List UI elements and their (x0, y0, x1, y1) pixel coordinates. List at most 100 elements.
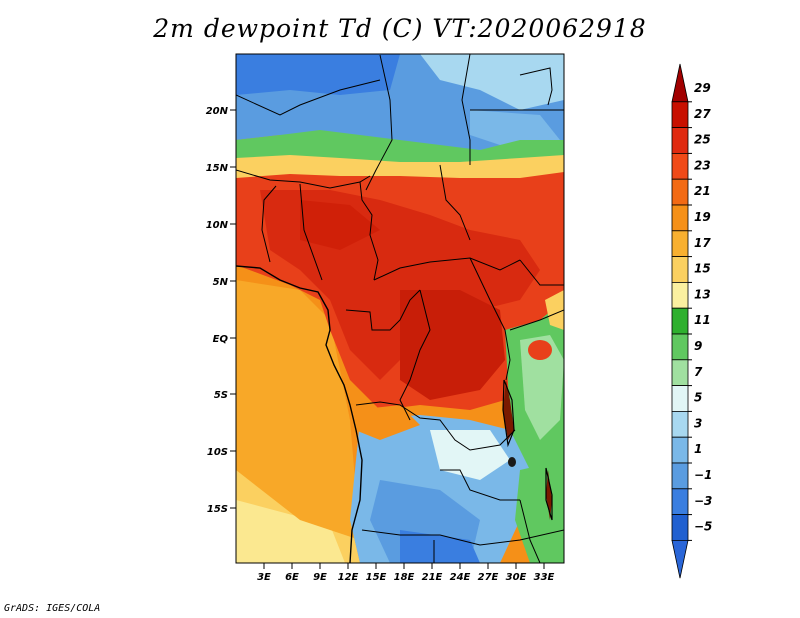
lat-label: 10N (206, 220, 229, 231)
lake-bangweulu (508, 457, 516, 467)
dewpoint-field (236, 54, 564, 563)
colorbar-label: 15 (694, 262, 711, 276)
lon-label: 3E (257, 572, 271, 583)
border-algeria-niger (236, 79, 381, 116)
colorbar-label: −3 (694, 494, 712, 508)
colorbar-swatch (671, 152, 689, 180)
lat-label: EQ (213, 334, 229, 345)
border-mozambique (519, 499, 541, 563)
colorbar-label: 13 (694, 287, 711, 301)
border-south (361, 529, 564, 546)
colorbar-label: 25 (694, 133, 711, 147)
lake-victoria (528, 340, 552, 360)
sahel-yellow (236, 155, 564, 178)
colorbar-swatch (671, 178, 689, 206)
colorbar: 29 27 25 23 21 19 17 15 13 11 9 7 5 3 1 −1 −3 −5 (671, 63, 712, 579)
border-niger-chad (365, 54, 393, 191)
colorbar-label: 9 (694, 339, 702, 353)
border-drc-east (469, 257, 511, 381)
map-frame (235, 53, 565, 564)
lat-label: 5S (214, 390, 228, 401)
coolest-ocean-band (236, 500, 345, 563)
border-chad-sudan (439, 164, 471, 241)
colorbar-label: 27 (694, 107, 711, 121)
lat-label: 5N (213, 277, 229, 288)
namibia-driest (400, 530, 480, 563)
lon-label: 18E (394, 572, 415, 583)
colorbar-label: 23 (694, 158, 711, 172)
colorbar-swatch (671, 307, 689, 335)
colorbar-label: 29 (694, 81, 711, 95)
colorbar-swatch (671, 514, 689, 541)
border-south-sudan (519, 259, 564, 286)
colorbar-label: 7 (694, 365, 703, 379)
lon-label: 24E (450, 572, 471, 583)
colorbar-swatch (671, 204, 689, 232)
colorbar-swatch (671, 488, 689, 515)
lat-label: 10S (207, 447, 228, 458)
lon-label: 6E (285, 572, 299, 583)
malawi-outline (545, 467, 553, 521)
colorbar-swatch (671, 101, 689, 129)
colorbar-swatch (671, 410, 689, 438)
borders (236, 54, 564, 563)
colorbar-label: 11 (694, 313, 711, 327)
colorbar-label: 1 (694, 442, 702, 456)
colorbar-swatch (671, 63, 689, 103)
lon-label: 33E (534, 572, 555, 583)
coastline-west (236, 265, 363, 563)
lon-axis: 3E 6E 9E 12E 15E 18E 21E 24E 27E 30E 33E (257, 563, 555, 583)
border-uganda (509, 309, 564, 331)
lake-tanganyika (503, 380, 514, 440)
colorbar-swatch (671, 230, 689, 258)
border-libya-egypt (461, 54, 471, 165)
north-east-dry (420, 54, 564, 110)
border-benin-nigeria (299, 183, 323, 281)
colorbar-swatch (671, 540, 689, 579)
lake-malawi (546, 470, 552, 520)
credit-label: GrADS: IGES/COLA (4, 603, 101, 614)
colorbar-label: −1 (694, 468, 712, 482)
mozambique-green (515, 460, 564, 563)
border-gabon-congo (345, 289, 421, 331)
hottest-zone-congo (400, 290, 505, 400)
lon-label: 12E (338, 572, 359, 583)
tanganyika-outline (502, 379, 515, 448)
lon-label: 30E (506, 572, 527, 583)
colorbar-label: −5 (694, 520, 712, 534)
colorbar-swatch (671, 333, 689, 361)
colorbar-label: 21 (694, 184, 711, 198)
colorbar-swatch (671, 256, 689, 283)
lon-label: 27E (478, 572, 499, 583)
east-highlands-light (520, 335, 564, 440)
lat-label: 15N (206, 163, 229, 174)
lon-label: 21E (422, 572, 443, 583)
colorbar-label: 19 (694, 210, 711, 224)
lat-label: 20N (206, 106, 229, 117)
zambia-moist (430, 430, 510, 480)
gulf-band (236, 280, 360, 540)
colorbar-swatch (671, 462, 689, 490)
lon-label: 15E (366, 572, 387, 583)
colorbar-label: 3 (694, 416, 702, 430)
border-ghana-togo (261, 185, 277, 263)
colorbar-swatch (671, 436, 689, 464)
lat-axis: 20N 15N 10N 5N EQ 5S 10S 15S (206, 106, 236, 515)
sudan-dry (470, 110, 560, 145)
hot-spot-nigeria (300, 200, 380, 250)
lon-label: 9E (313, 572, 327, 583)
colorbar-label: 5 (694, 391, 702, 405)
lat-label: 15S (207, 504, 228, 515)
east-highlands-yellow (545, 290, 564, 330)
red-sea-coast (519, 67, 553, 106)
colorbar-swatch (671, 127, 689, 154)
border-sahel (236, 169, 371, 189)
colorbar-swatch (671, 359, 689, 386)
angola-coast-warm (355, 405, 420, 440)
border-car-south (373, 257, 521, 281)
border-zambia (440, 469, 520, 501)
colorbar-label: 17 (694, 236, 711, 250)
border-angola-drc (355, 401, 516, 451)
border-congo-drc (399, 289, 431, 421)
